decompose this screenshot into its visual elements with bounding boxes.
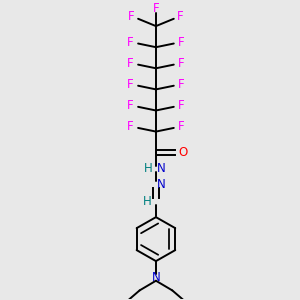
- Text: N: N: [152, 271, 160, 284]
- Text: F: F: [178, 99, 184, 112]
- Text: N: N: [157, 178, 166, 191]
- Text: F: F: [153, 2, 159, 15]
- Text: F: F: [178, 78, 184, 91]
- Text: F: F: [128, 78, 134, 91]
- Text: F: F: [178, 57, 184, 70]
- Text: H: H: [144, 162, 153, 175]
- Text: F: F: [177, 10, 184, 23]
- Text: F: F: [128, 36, 134, 49]
- Text: F: F: [178, 36, 184, 49]
- Text: O: O: [178, 146, 187, 159]
- Text: F: F: [178, 120, 184, 133]
- Text: H: H: [143, 194, 152, 208]
- Text: N: N: [157, 162, 166, 175]
- Text: F: F: [128, 10, 135, 23]
- Text: F: F: [128, 120, 134, 133]
- Text: F: F: [128, 99, 134, 112]
- Text: F: F: [128, 57, 134, 70]
